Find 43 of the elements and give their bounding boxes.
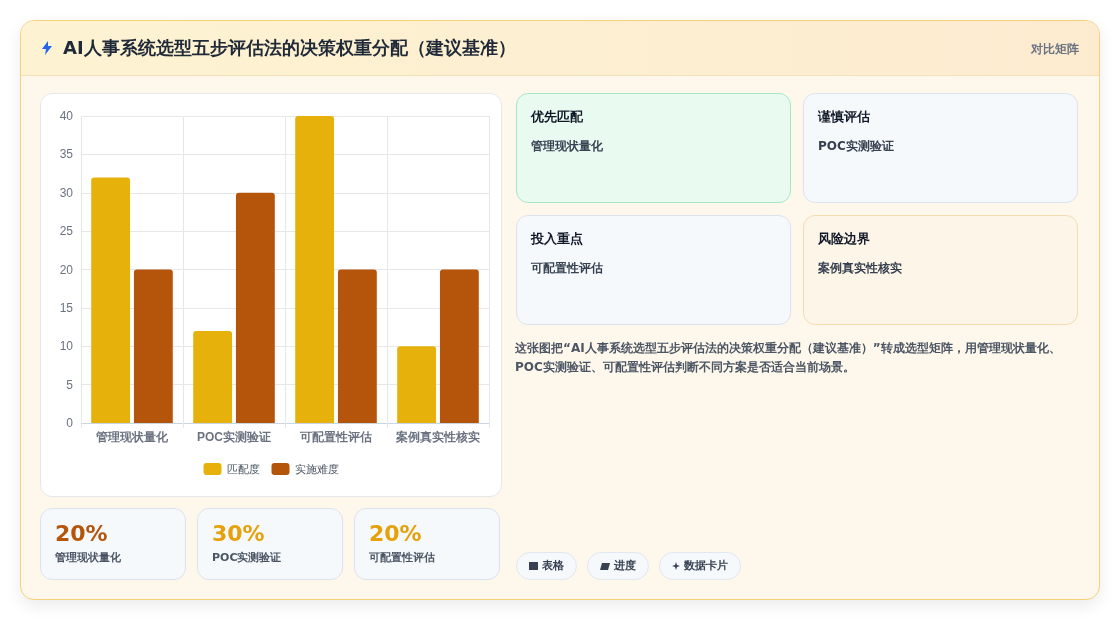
text: 可配置性评估 bbox=[531, 260, 604, 277]
y-tick-label: 15 bbox=[59, 300, 74, 315]
y-tick-label: 40 bbox=[59, 109, 74, 123]
text: 优先匹配 bbox=[531, 108, 584, 126]
x-tick-label: POC实测验证 bbox=[196, 430, 272, 444]
text: 管理现状量化 bbox=[531, 138, 604, 155]
y-tick-label: 20 bbox=[59, 262, 74, 277]
text: 20% bbox=[55, 521, 109, 546]
text: 投入重点 bbox=[531, 230, 584, 248]
y-tick-label: 30 bbox=[59, 185, 74, 200]
text: 这张图把“AI人事系统选型五步评估法的决策权重分配（建议基准）”转成选型矩阵，用管理现状量化、POC实测验证、可配置性评估判断不同方案是否适合当前场景。 bbox=[515, 340, 1062, 376]
text: 谨慎评估 bbox=[818, 108, 871, 126]
text: 管理现状量化 bbox=[55, 550, 122, 565]
y-tick-label: 10 bbox=[59, 339, 74, 354]
text: 表格 bbox=[542, 559, 564, 572]
text: 20% bbox=[369, 521, 423, 546]
text: 风险边界 bbox=[818, 230, 871, 248]
text: 可配置性评估 bbox=[369, 550, 436, 565]
text: 案例真实性核实 bbox=[818, 260, 903, 277]
text: 30% bbox=[212, 521, 266, 546]
y-tick-label: 25 bbox=[59, 224, 74, 239]
bar bbox=[337, 269, 377, 423]
bar bbox=[295, 116, 335, 423]
chart-title: AI人事系统选型五步评估法的决策权重分配（建议基准） bbox=[63, 36, 516, 60]
x-tick-label: 管理现状量化 bbox=[95, 430, 169, 444]
x-tick-label: 案例真实性核实 bbox=[395, 430, 480, 444]
text: POC实测验证 bbox=[212, 550, 283, 565]
bar bbox=[91, 177, 131, 423]
text: 数据卡片 bbox=[684, 559, 728, 572]
text: POC实测验证 bbox=[818, 138, 895, 155]
x-tick-label: 可配置性评估 bbox=[299, 430, 372, 444]
bar bbox=[397, 346, 437, 423]
y-tick-label: 35 bbox=[59, 147, 74, 162]
y-tick-label: 5 bbox=[66, 377, 74, 392]
text: 对比矩阵 bbox=[1031, 41, 1079, 58]
bar bbox=[235, 192, 275, 423]
legend-label: 匹配度 bbox=[226, 463, 260, 475]
legend-label: 实施难度 bbox=[294, 463, 339, 475]
bar bbox=[133, 269, 173, 423]
y-tick-label: 0 bbox=[66, 416, 74, 430]
bar bbox=[439, 269, 479, 423]
text: 进度 bbox=[614, 559, 636, 572]
bar bbox=[193, 330, 233, 423]
